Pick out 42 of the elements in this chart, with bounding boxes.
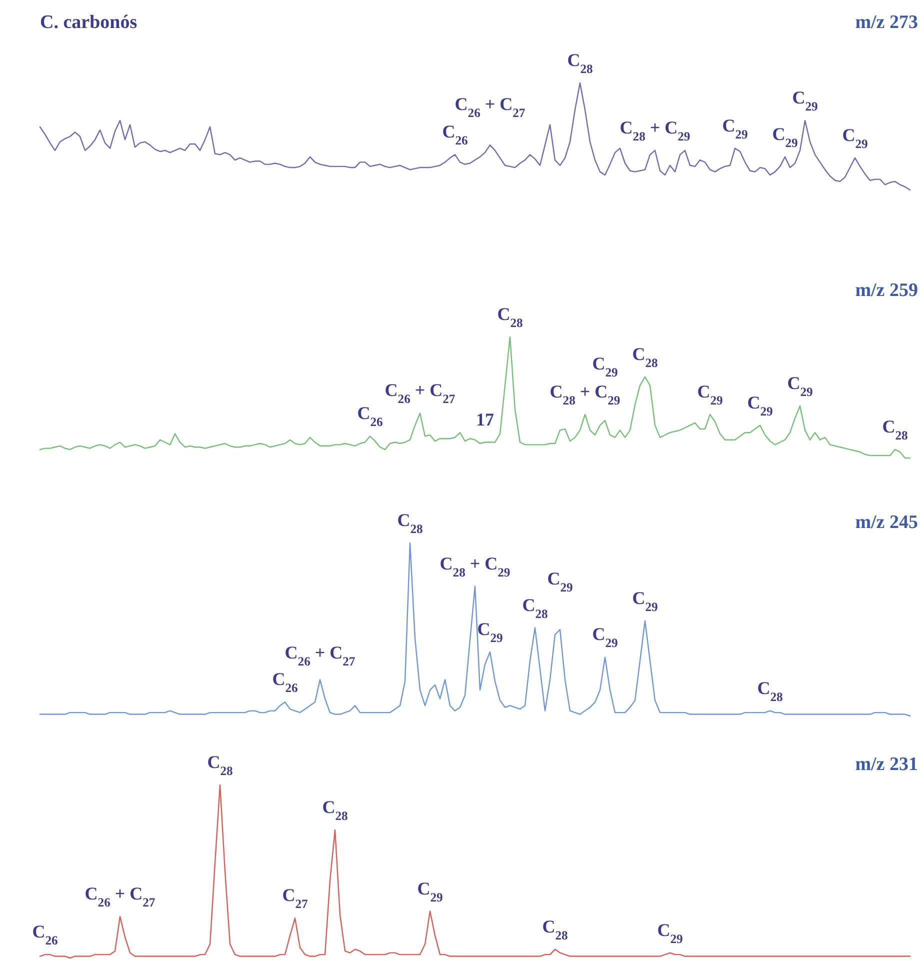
chart-subtitle: m/z 273 — [855, 12, 918, 33]
annotation: C$_{26}$ — [32, 922, 58, 948]
annotation: C$_{26}$ — [357, 403, 383, 430]
annotation: C$_{26}$ + C$_{27}$ — [384, 380, 456, 406]
annotation: C$_{28}$ — [207, 752, 233, 778]
annotation: C$_{29}$ — [792, 87, 818, 114]
annotation: C$_{29}$ — [697, 381, 723, 408]
annotation: C$_{26}$ + C$_{27}$ — [454, 94, 526, 120]
annotation: C$_{28}$ — [567, 50, 593, 76]
chart-title: C. carbonós — [40, 12, 138, 33]
annotation: C$_{28}$ — [542, 916, 568, 942]
annotation: C$_{28}$ + C$_{29}$ — [440, 553, 510, 580]
annotation: C$_{28}$ — [322, 796, 348, 823]
annotation: C$_{29}$ — [417, 878, 443, 904]
annotation: C$_{29}$ — [772, 124, 798, 150]
annotation: C$_{29}$ — [632, 588, 658, 614]
annotation: C$_{29}$ — [547, 568, 573, 594]
annotation: C$_{27}$ — [282, 885, 308, 912]
annotation: C$_{28}$ + C$_{29}$ — [550, 381, 620, 408]
annotation: C$_{29}$ — [657, 920, 683, 946]
annotation: C$_{29}$ — [747, 392, 773, 418]
annotation: C$_{29}$ — [722, 115, 748, 142]
annotation: C$_{29}$ — [787, 372, 813, 399]
chart-subtitle: m/z 259 — [855, 280, 918, 301]
annotation: C$_{26}$ — [442, 122, 468, 148]
annotation: C$_{26}$ + C$_{27}$ — [284, 642, 356, 669]
annotation: C$_{28}$ + C$_{29}$ — [620, 117, 690, 144]
annotation: C$_{28}$ — [882, 416, 908, 443]
annotation: C$_{28}$ — [497, 304, 523, 330]
annotation: C$_{28}$ — [757, 678, 783, 704]
annotation: C$_{29}$ — [842, 124, 868, 151]
annotation: C$_{26}$ + C$_{27}$ — [84, 883, 156, 910]
chart-subtitle: m/z 231 — [855, 754, 918, 775]
annotation: C$_{26}$ — [272, 669, 298, 696]
annotation: 17 — [476, 409, 494, 430]
annotation: C$_{29}$ — [592, 624, 618, 650]
annotation: C$_{29}$ — [592, 353, 618, 380]
chart-subtitle: m/z 245 — [855, 512, 918, 533]
annotation: C$_{28}$ — [397, 510, 423, 536]
annotation: C$_{29}$ — [477, 618, 503, 645]
annotation: C$_{28}$ — [632, 344, 658, 370]
annotation: C$_{28}$ — [522, 594, 548, 621]
